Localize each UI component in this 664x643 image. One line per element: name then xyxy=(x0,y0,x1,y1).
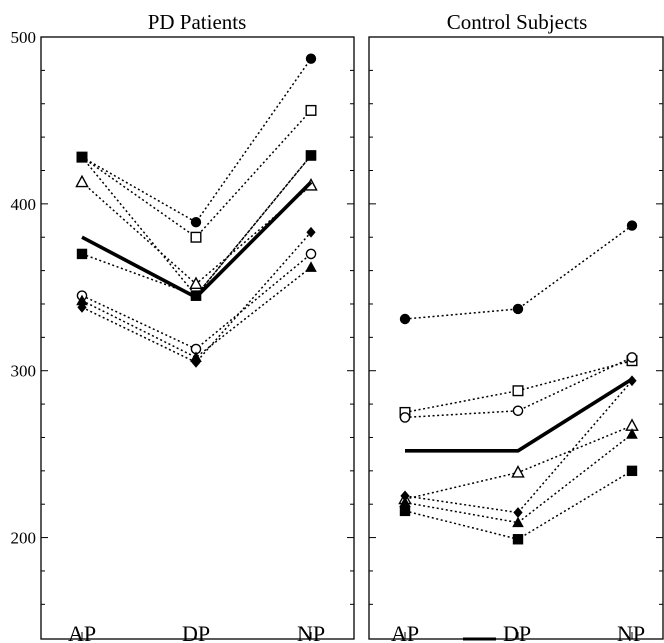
y-tick-label: 500 xyxy=(11,28,37,47)
series-line xyxy=(81,58,312,223)
data-point-filled-triangle xyxy=(76,294,88,306)
data-point-filled-square xyxy=(76,248,88,260)
series-line xyxy=(404,356,633,419)
data-point-open-triangle xyxy=(75,174,89,188)
data-point-filled-circle xyxy=(305,53,317,64)
series-line xyxy=(404,380,633,514)
data-point-open-triangle xyxy=(511,465,525,478)
series-line xyxy=(404,224,633,320)
data-point-open-circle xyxy=(399,412,411,423)
data-point-open-square xyxy=(305,104,317,116)
series-line xyxy=(81,231,312,364)
data-point-open-triangle xyxy=(189,276,203,290)
data-point-filled-diamond xyxy=(513,507,523,518)
data-point-filled-square xyxy=(626,465,638,477)
series-line xyxy=(404,433,633,524)
data-point-open-circle xyxy=(512,405,524,417)
data-point-filled-triangle xyxy=(190,351,202,362)
data-point-filled-square xyxy=(399,505,411,517)
y-tick-label: 200 xyxy=(11,529,37,548)
data-point-filled-triangle xyxy=(512,516,524,528)
x-tick-label-control-np: NP xyxy=(617,621,645,643)
data-point-filled-diamond xyxy=(400,490,410,502)
data-point-filled-square xyxy=(512,534,524,545)
data-point-filled-circle xyxy=(626,220,638,231)
data-point-filled-triangle xyxy=(305,261,317,272)
x-tick-label-control-dp: DP xyxy=(503,621,531,643)
series-line xyxy=(81,266,312,359)
data-point-open-circle xyxy=(305,248,317,260)
series-line xyxy=(81,155,312,297)
data-point-open-square xyxy=(512,385,524,397)
panel-title-control: Control Subjects xyxy=(447,10,588,34)
plot-frame-control xyxy=(368,36,664,640)
series-mean-line xyxy=(81,180,313,300)
data-point-filled-triangle xyxy=(399,496,411,508)
series-line xyxy=(404,470,633,540)
data-point-filled-triangle xyxy=(626,428,638,439)
panel-control-subjects: Control Subjects AP DP NP xyxy=(368,10,664,643)
data-point-filled-square xyxy=(76,151,88,163)
data-point-open-circle xyxy=(626,352,638,363)
data-point-filled-circle xyxy=(399,313,411,325)
data-point-filled-circle xyxy=(190,217,202,228)
y-tick-label: 400 xyxy=(11,195,37,214)
series-line xyxy=(404,425,633,500)
data-point-filled-diamond xyxy=(306,226,316,238)
series-mean-line xyxy=(405,377,633,453)
panel-title-pd: PD Patients xyxy=(148,10,247,34)
series-line xyxy=(81,253,312,350)
data-point-filled-circle xyxy=(512,303,524,315)
y-tick-label: 300 xyxy=(11,362,37,381)
data-point-filled-square xyxy=(305,150,317,161)
plot-frame-pd xyxy=(40,36,355,640)
data-point-open-square xyxy=(190,231,202,243)
